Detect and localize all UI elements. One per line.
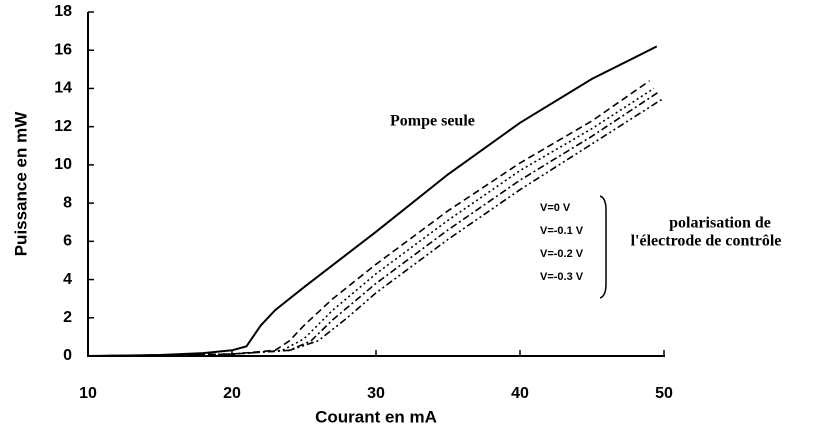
annotation: polarisation de (669, 215, 771, 232)
y-tick-label: 10 (54, 156, 72, 173)
x-axis-label: Courant en mA (315, 407, 437, 426)
x-tick-label: 30 (367, 385, 385, 402)
line (87, 80, 651, 357)
y-axis-label: Puissance en mW (11, 111, 30, 257)
y-tick-label: 2 (63, 309, 72, 326)
line (87, 45, 658, 357)
line (87, 91, 659, 357)
legend-label: V=-0.3 V (540, 271, 584, 283)
y-tick-label: 16 (54, 41, 72, 58)
line (87, 97, 665, 357)
legend-label: V=-0.1 V (540, 225, 584, 237)
y-tick-label: 0 (63, 347, 72, 364)
y-tick-label: 8 (63, 194, 72, 211)
annotation: l'électrode de contrôle (631, 233, 782, 250)
y-tick-label: 6 (63, 233, 72, 250)
x-tick-label: 50 (655, 385, 673, 402)
bracket (599, 195, 607, 299)
line (87, 87, 655, 357)
x-tick-label: 40 (511, 385, 529, 402)
legend-label: V=-0.2 V (540, 248, 584, 260)
y-tick-label: 12 (54, 118, 72, 135)
y-tick-label: 18 (54, 3, 72, 20)
legend-label: V=0 V (540, 202, 571, 214)
x-tick-label: 20 (223, 385, 241, 402)
series-label: Pompe seule (390, 113, 475, 130)
y-tick-label: 4 (63, 271, 72, 288)
y-tick-label: 14 (54, 80, 72, 97)
x-tick-label: 10 (79, 385, 97, 402)
